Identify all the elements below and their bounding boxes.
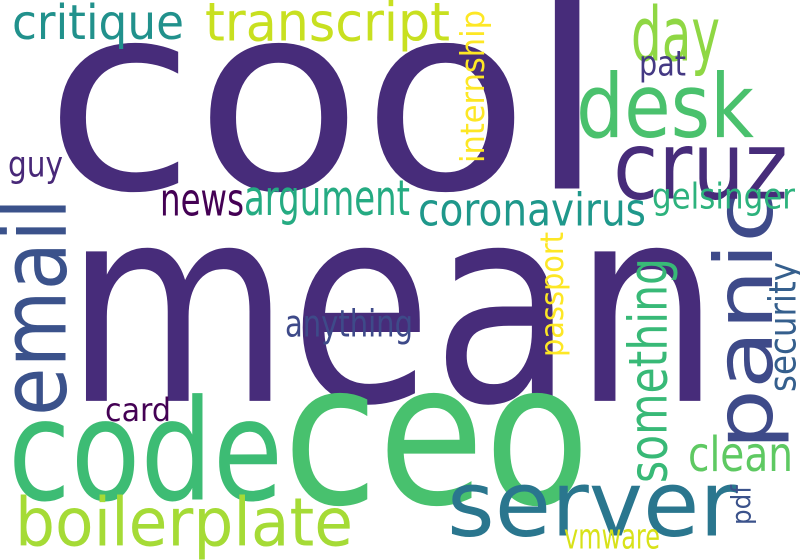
- word-ceo: ceo: [283, 320, 590, 551]
- word-pdf: pdf: [726, 485, 758, 525]
- word-passport: passport: [533, 232, 571, 357]
- word-boilerplate: boilerplate: [15, 483, 353, 560]
- word-card: card: [105, 391, 171, 429]
- word-something: something: [616, 258, 680, 483]
- word-server: server: [447, 452, 737, 558]
- word-security: security: [760, 262, 800, 392]
- word-day: day: [631, 0, 720, 79]
- word-critique: critique: [12, 0, 184, 51]
- word-internship: internship: [452, 10, 492, 164]
- word-cool: cool: [45, 0, 605, 251]
- word-guy: guy: [8, 144, 63, 186]
- word-coronavirus: coronavirus: [418, 183, 646, 237]
- word-news: news: [160, 173, 244, 227]
- word-anything: anything: [285, 301, 413, 346]
- word-argument: argument: [244, 168, 410, 227]
- word-desk: desk: [576, 55, 754, 158]
- word-email: email: [0, 198, 88, 416]
- word-clean: clean: [688, 427, 793, 483]
- word-code: code: [8, 370, 283, 534]
- word-cruz: cruz: [613, 112, 788, 222]
- word-pat: pat: [639, 44, 686, 85]
- word-mean: mean: [65, 147, 720, 466]
- word-transcript: transcript: [205, 0, 450, 54]
- word-vmware: vmware: [564, 517, 660, 558]
- word-gelsinger: gelsinger: [652, 176, 795, 218]
